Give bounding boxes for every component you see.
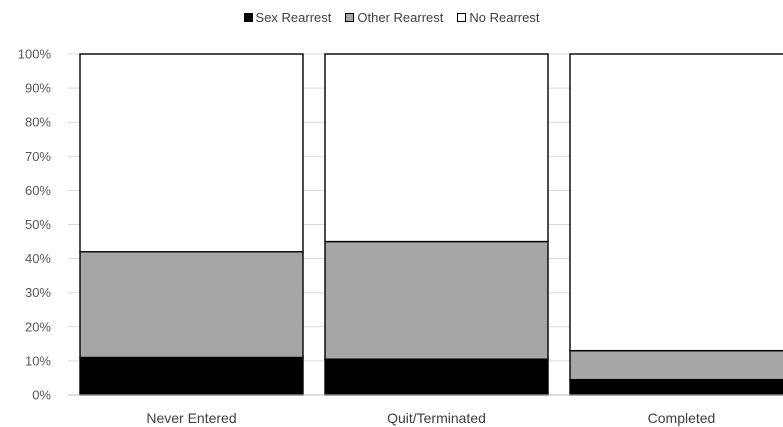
bar-never-entered-other-rearrest — [79, 251, 304, 359]
legend-item-other-rearrest: Other Rearrest — [345, 10, 443, 25]
y-tick-label: 90% — [25, 81, 51, 96]
legend-item-sex-rearrest: Sex Rearrest — [243, 9, 332, 25]
y-tick-label: 100% — [18, 47, 52, 62]
y-tick-label: 0% — [32, 388, 51, 403]
legend-label: Other Rearrest — [357, 9, 444, 25]
y-tick-label: 30% — [25, 285, 51, 300]
x-category-label: Never Entered — [146, 410, 236, 426]
bar-completed-other-rearrest — [569, 349, 783, 381]
bar-never-entered-sex-rearrest — [79, 356, 304, 396]
y-tick-label: 10% — [25, 353, 51, 368]
legend-label: No Rearrest — [469, 9, 540, 25]
x-axis: Never Entered Quit/Terminated Completed — [68, 394, 783, 426]
legend-swatch — [457, 12, 467, 22]
bar-completed-sex-rearrest — [569, 378, 783, 396]
legend-item-no-rearrest: No Rearrest — [457, 10, 539, 25]
bar-quit-terminated-no-rearrest — [324, 53, 549, 243]
y-tick-label: 50% — [25, 217, 51, 232]
y-tick-label: 20% — [25, 319, 51, 334]
y-axis: 0% 10% 20% 30% 40% 50% 60% 70% 80% 90% 100% — [18, 47, 52, 403]
legend-swatch — [243, 12, 253, 22]
legend: Sex Rearrest Other Rearrest No Rearrest — [0, 7, 783, 27]
bar-quit-terminated-other-rearrest — [324, 240, 549, 360]
legend-label: Sex Rearrest — [255, 9, 332, 25]
bar-quit-terminated-sex-rearrest — [324, 358, 549, 396]
bars — [79, 53, 783, 396]
y-tick-label: 40% — [25, 251, 51, 266]
y-tick-label: 70% — [25, 149, 51, 164]
bar-completed-no-rearrest — [569, 53, 783, 352]
bar-never-entered-no-rearrest — [79, 53, 304, 253]
y-tick-label: 60% — [25, 183, 51, 198]
legend-swatch — [345, 12, 355, 22]
x-category-label: Completed — [648, 410, 716, 426]
x-category-label: Quit/Terminated — [387, 410, 486, 426]
y-tick-label: 80% — [25, 115, 51, 130]
